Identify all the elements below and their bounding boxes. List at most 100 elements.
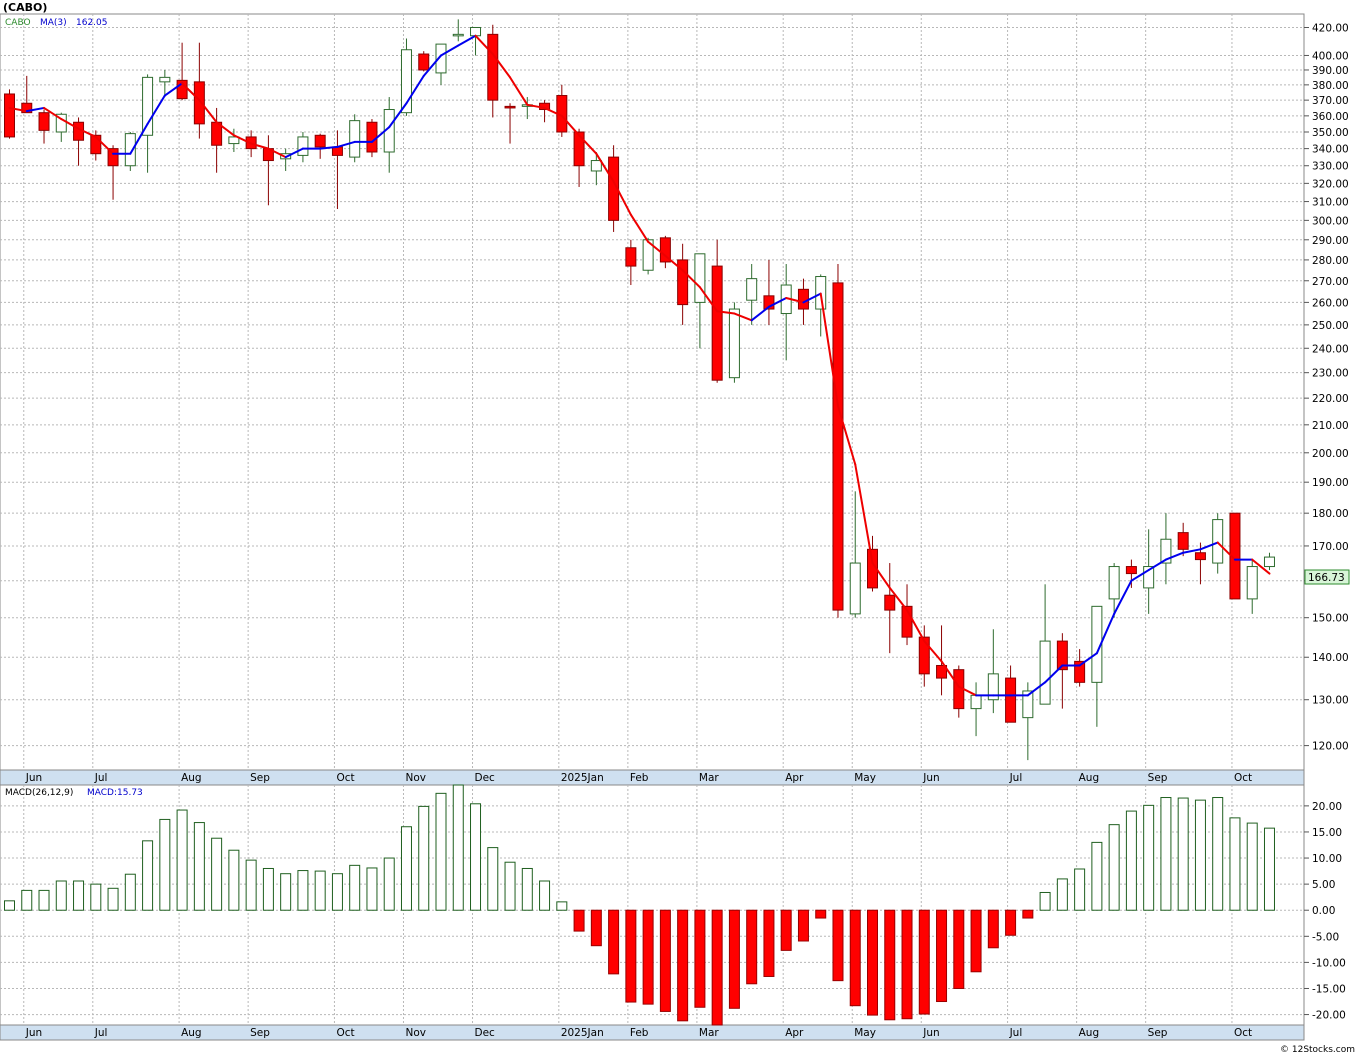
- price-y-tick-label: 130.00: [1312, 695, 1349, 707]
- price-legend-ma-label: MA(3): [40, 18, 67, 28]
- ma-segment: [750, 305, 770, 322]
- candle-body: [659, 237, 671, 263]
- macd-bar: [936, 909, 948, 1003]
- ma-segment: [1044, 664, 1064, 684]
- macd-bar: [642, 909, 654, 1005]
- macd-y-tick-label: -20.00: [1312, 1010, 1346, 1022]
- macd-bar: [711, 909, 723, 1026]
- price-panel-frame: [0, 13, 1305, 771]
- macd-bar: [331, 873, 343, 911]
- ma-segment: [802, 292, 822, 304]
- macd-bar: [1194, 799, 1206, 911]
- candle-body: [435, 43, 447, 74]
- candle-body: [1125, 566, 1137, 575]
- price-x-month-label: Jun: [25, 772, 42, 784]
- ma-segment: [785, 296, 805, 304]
- macd-bar: [1022, 909, 1034, 919]
- macd-bar: [987, 909, 999, 949]
- candle-body: [625, 247, 637, 267]
- macd-x-month-label: 2025Jan: [561, 1027, 604, 1039]
- candle-body: [228, 136, 240, 145]
- price-x-month-label: Mar: [699, 772, 719, 784]
- ma-segment: [491, 53, 512, 79]
- footer-copyright: © 12Stocks.com: [1280, 1045, 1355, 1055]
- macd-bar: [556, 901, 568, 911]
- ma-segment: [1199, 541, 1219, 551]
- ma-segment: [1130, 569, 1150, 582]
- macd-y-tick-label: -5.00: [1312, 931, 1339, 943]
- price-y-axis: 420.00 400.00 390.00 380.00 370.00 360.00 350.…: [1304, 22, 1349, 753]
- ma-segment: [457, 34, 477, 47]
- candle-body: [1039, 640, 1051, 705]
- macd-bar: [590, 909, 602, 947]
- ma-segment: [906, 609, 926, 643]
- macd-bar: [176, 809, 188, 911]
- macd-bar: [867, 909, 878, 1016]
- ma-segment: [664, 254, 684, 272]
- macd-bar: [763, 909, 775, 977]
- ma-segment: [370, 126, 391, 143]
- macd-x-month-label: Jul: [1009, 1027, 1023, 1039]
- price-x-month-label: Feb: [630, 772, 649, 784]
- ma-segment: [77, 127, 97, 138]
- candle-body: [124, 133, 136, 167]
- ma-segment: [1182, 548, 1202, 554]
- ma-segment: [647, 240, 667, 257]
- ma-segment: [388, 102, 408, 129]
- macd-x-month-label: Aug: [1079, 1027, 1100, 1039]
- candle-body: [711, 265, 723, 381]
- candle-body: [1074, 660, 1086, 683]
- ma-segment: [1113, 579, 1133, 615]
- macd-bar: [1005, 909, 1017, 936]
- macd-bar: [159, 818, 171, 911]
- macd-bar: [55, 880, 67, 911]
- ma-segment: [612, 180, 632, 216]
- ma-segment: [474, 34, 494, 56]
- ma-segment: [181, 82, 201, 102]
- macd-x-month-label: Oct: [336, 1027, 354, 1039]
- macd-bar: [1212, 797, 1224, 911]
- ma-segment: [440, 44, 460, 57]
- macd-bar: [1125, 810, 1137, 911]
- price-y-tick-label: 120.00: [1312, 741, 1349, 753]
- macd-y-tick-label: -10.00: [1312, 957, 1346, 969]
- ma-segment: [923, 640, 943, 663]
- macd-bar: [142, 840, 154, 911]
- price-y-tick-label: 280.00: [1312, 255, 1349, 267]
- macd-bar: [366, 867, 378, 911]
- candle-body: [849, 562, 861, 615]
- candle-body: [1177, 532, 1189, 550]
- macd-x-month-label: Jul: [94, 1027, 108, 1039]
- candle-body: [936, 664, 948, 679]
- candle-body: [728, 308, 740, 379]
- price-legend-ticker: CABO: [5, 18, 31, 28]
- candle-body: [1143, 566, 1155, 589]
- macd-bar: [262, 867, 274, 911]
- price-y-tick-label: 400.00: [1312, 50, 1349, 62]
- ma-segment: [716, 310, 736, 315]
- price-y-tick-label: 380.00: [1312, 80, 1349, 92]
- ma-segment: [25, 106, 46, 113]
- macd-bar: [504, 861, 516, 911]
- price-x-month-label: Oct: [336, 772, 354, 784]
- macd-bar: [418, 805, 430, 911]
- candle-body: [1056, 640, 1068, 671]
- ma-segment: [284, 147, 304, 159]
- price-y-tick-label: 190.00: [1312, 477, 1349, 489]
- candle-body: [470, 26, 482, 37]
- ma-segment: [1026, 681, 1047, 697]
- ma-segment: [681, 269, 701, 289]
- candle-body: [608, 156, 620, 221]
- candle-body: [918, 636, 930, 675]
- price-x-month-label: Nov: [405, 772, 426, 784]
- ma-segment: [146, 94, 166, 125]
- macd-y-axis: 20.00 15.00 10.00 5.00 0.00 -5.00 -10.00 -15.00…: [1304, 801, 1346, 1022]
- ma-segment: [405, 74, 425, 105]
- candle-body: [400, 49, 412, 114]
- price-y-tick-label: 290.00: [1312, 235, 1349, 247]
- price-x-month-label: Jul: [94, 772, 108, 784]
- price-y-tick-label: 360.00: [1312, 111, 1349, 123]
- macd-x-month-label: Mar: [699, 1027, 719, 1039]
- ma-segment: [250, 142, 270, 150]
